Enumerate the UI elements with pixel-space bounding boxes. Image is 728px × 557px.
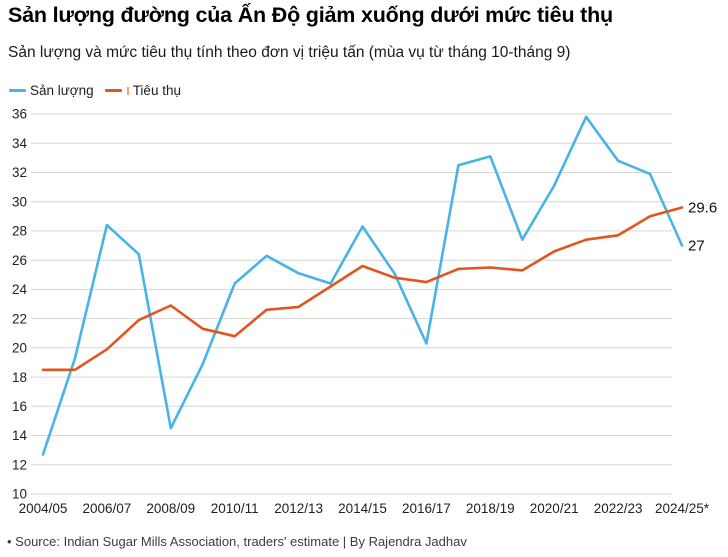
x-axis-tick-label: 2006/07 (82, 501, 131, 516)
consumption-end-value-label: 29.6 (688, 200, 717, 217)
production-legend-line-icon (9, 89, 26, 92)
x-axis-tick-label: 2016/17 (402, 501, 451, 516)
legend-label: Tiêu thụ (132, 83, 181, 98)
legend-item-consumption: Tiêu thụ (104, 83, 181, 98)
legend-item-production: Sản lượng (9, 83, 94, 98)
x-axis-tick-label: 2020/21 (530, 501, 579, 516)
legend-label: Sản lượng (30, 83, 94, 98)
x-axis-tick-label: 2004/05 (19, 501, 68, 516)
source-note: • Source: Indian Sugar Mills Association… (7, 534, 467, 549)
x-axis-tick-label: 2014/15 (338, 501, 387, 516)
y-axis-tick-label: 18 (12, 370, 27, 385)
y-axis-tick-label: 24 (12, 282, 28, 297)
y-axis-tick-label: 12 (12, 458, 27, 473)
page-title: Sản lượng đường của Ấn Độ giảm xuống dướ… (8, 3, 613, 27)
y-axis-tick-label: 22 (12, 311, 27, 326)
x-axis-tick-label: 2018/19 (466, 501, 515, 516)
x-axis-tick-label: 2010/11 (211, 501, 259, 516)
x-axis-tick-label: 2022/23 (594, 501, 643, 516)
consumption-line (41, 206, 684, 372)
x-axis-tick-label: 2012/13 (274, 501, 323, 516)
y-axis-tick-label: 10 (12, 487, 27, 502)
line-chart: 10 12 14 16 18 20 22 24 26 28 30 32 34 36 2004/05 2006/… (12, 107, 717, 516)
y-axis-tick-label: 16 (12, 399, 27, 414)
chart-subtitle: Sản lượng và mức tiêu thụ tính theo đơn … (8, 44, 571, 61)
y-axis-tick-label: 34 (12, 136, 28, 151)
x-axis-tick-label: 2024/25* (655, 501, 710, 516)
consumption-legend-tick-icon (126, 86, 129, 95)
x-axis-tick-label: 2008/09 (146, 501, 195, 516)
y-axis-tick-label: 28 (12, 224, 27, 239)
y-axis-tick-label: 20 (12, 341, 27, 356)
y-axis-tick-label: 14 (12, 428, 28, 443)
y-axis-tick-label: 32 (12, 165, 27, 180)
y-axis-tick-label: 30 (12, 194, 27, 209)
production-end-value-label: 27 (688, 238, 705, 255)
consumption-legend-line-icon (104, 89, 122, 92)
y-axis-tick-label: 36 (12, 107, 27, 122)
production-line (41, 115, 684, 456)
legend: Sản lượng Tiêu thụ (9, 83, 181, 98)
y-axis-tick-label: 26 (12, 253, 27, 268)
